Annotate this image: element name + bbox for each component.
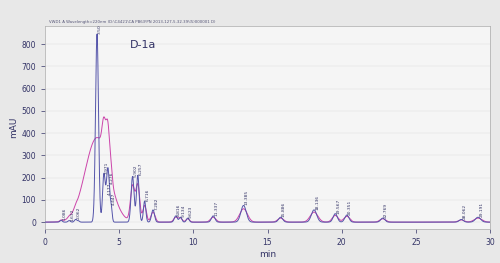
Text: 4.177: 4.177 <box>108 183 112 195</box>
Text: 4.447: 4.447 <box>112 193 116 205</box>
Text: 5.902: 5.902 <box>134 164 138 176</box>
Text: 11.337: 11.337 <box>214 201 218 216</box>
Text: 13.385: 13.385 <box>244 190 248 205</box>
Text: D-1a: D-1a <box>130 41 156 50</box>
Text: 8.816: 8.816 <box>177 204 181 216</box>
Text: 19.567: 19.567 <box>336 198 340 214</box>
Text: 6.257: 6.257 <box>139 163 143 175</box>
Text: 1.086: 1.086 <box>62 208 66 220</box>
Text: 15.886: 15.886 <box>282 202 286 217</box>
Text: 9.623: 9.623 <box>189 206 193 218</box>
Text: 4.276: 4.276 <box>110 172 114 184</box>
Text: 3.507: 3.507 <box>98 22 102 34</box>
Text: 3.971: 3.971 <box>105 162 109 174</box>
Text: 22.769: 22.769 <box>384 203 388 218</box>
Text: 7.282: 7.282 <box>154 198 158 210</box>
Text: 2.062: 2.062 <box>77 207 81 219</box>
Text: 9.134: 9.134 <box>182 205 186 217</box>
X-axis label: min: min <box>259 250 276 259</box>
Text: 28.062: 28.062 <box>462 204 466 219</box>
Y-axis label: mAU: mAU <box>10 117 18 138</box>
Text: 20.351: 20.351 <box>348 200 352 215</box>
Text: VWD1 A Wavelength=220nm (D:\C4421\CA PB63\PN 2013-127-5-32.39\(5)000001 D): VWD1 A Wavelength=220nm (D:\C4421\CA PB6… <box>50 20 216 24</box>
Text: 1.632: 1.632 <box>70 208 74 221</box>
Text: 6.716: 6.716 <box>146 189 150 201</box>
Text: 18.136: 18.136 <box>315 195 319 210</box>
Text: 29.191: 29.191 <box>479 202 483 217</box>
